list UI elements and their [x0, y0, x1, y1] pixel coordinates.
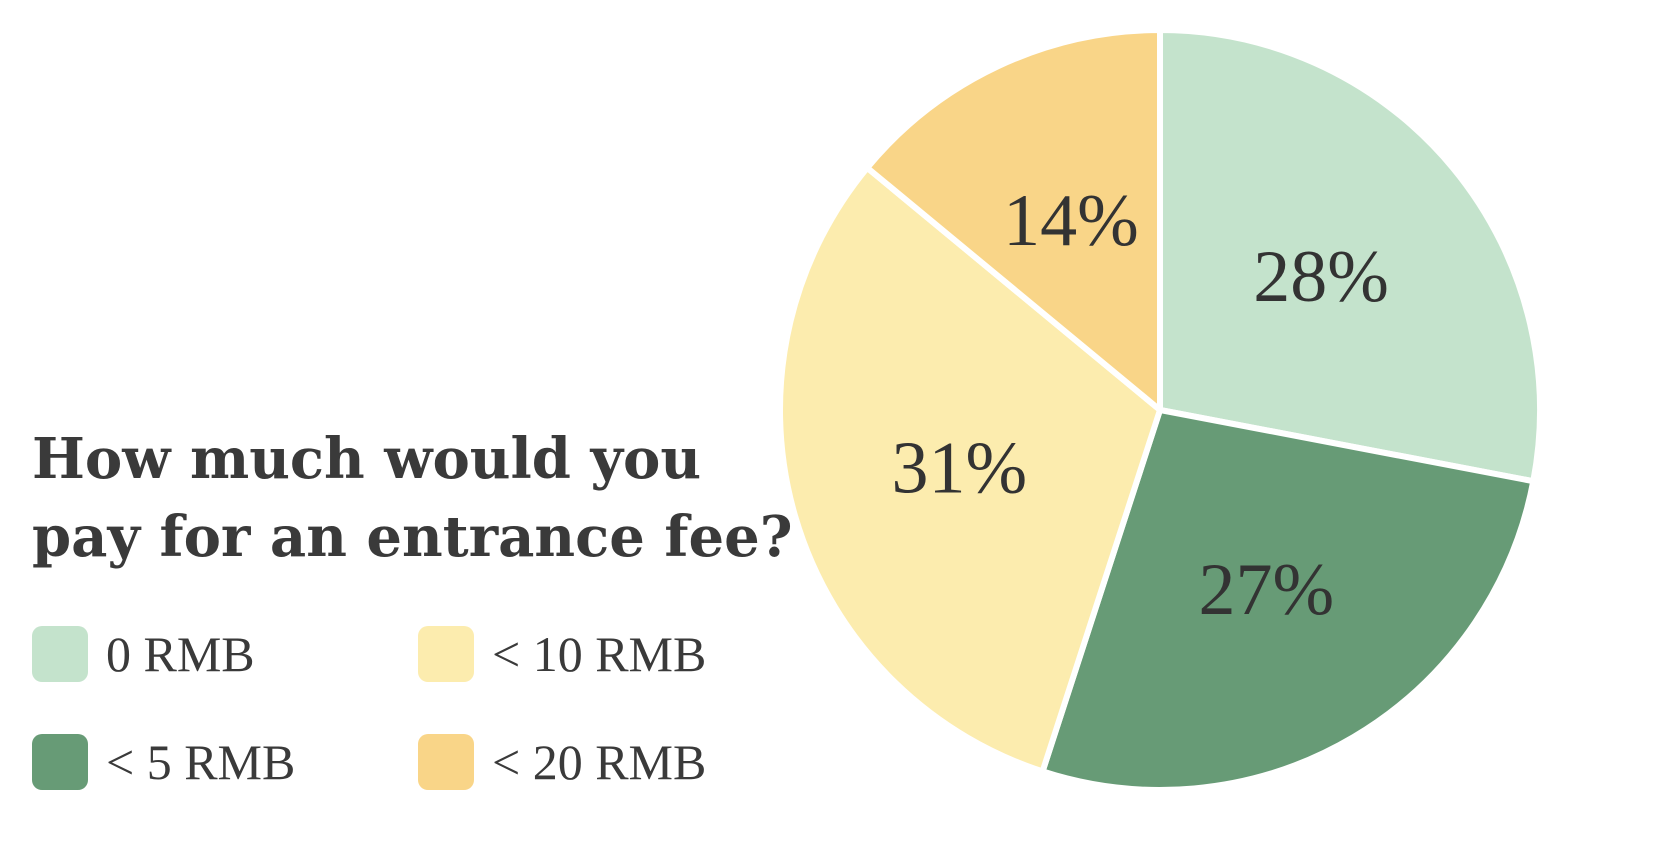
pie-slice-lt-10-rmb — [777, 164, 1163, 775]
pie-slice-0-rmb — [1157, 27, 1543, 485]
pie-slice-lt-5-rmb — [1039, 407, 1537, 793]
legend: 0 RMB < 10 RMB < 5 RMB < 20 RMB — [32, 624, 812, 804]
pie-label-lt-20-rmb: 14% — [1003, 180, 1139, 262]
legend-item-lt-20-rmb: < 20 RMB — [418, 732, 706, 792]
legend-swatch-lt-10-rmb — [418, 626, 474, 682]
legend-item-lt-10-rmb: < 10 RMB — [418, 624, 706, 684]
pie-slice-lt-20-rmb — [864, 27, 1163, 413]
pie-label-0-rmb: 28% — [1253, 236, 1389, 318]
chart-title-line-1: How much would you — [32, 426, 702, 492]
legend-label-lt-10-rmb: < 10 RMB — [492, 626, 707, 682]
legend-swatch-lt-5-rmb — [32, 734, 88, 790]
legend-label-0-rmb: 0 RMB — [106, 626, 255, 682]
chart-title: How much would you pay for an entrance f… — [32, 420, 812, 576]
legend-swatch-lt-20-rmb — [418, 734, 474, 790]
legend-label-lt-5-rmb: < 5 RMB — [106, 734, 296, 790]
legend-item-lt-5-rmb: < 5 RMB — [32, 732, 295, 792]
legend-label-lt-20-rmb: < 20 RMB — [492, 734, 707, 790]
pie-label-lt-5-rmb: 27% — [1199, 549, 1335, 631]
legend-swatch-0-rmb — [32, 626, 88, 682]
pie-label-lt-10-rmb: 31% — [891, 427, 1027, 509]
chart-title-line-2: pay for an entrance fee? — [32, 504, 793, 570]
legend-item-0-rmb: 0 RMB — [32, 624, 255, 684]
